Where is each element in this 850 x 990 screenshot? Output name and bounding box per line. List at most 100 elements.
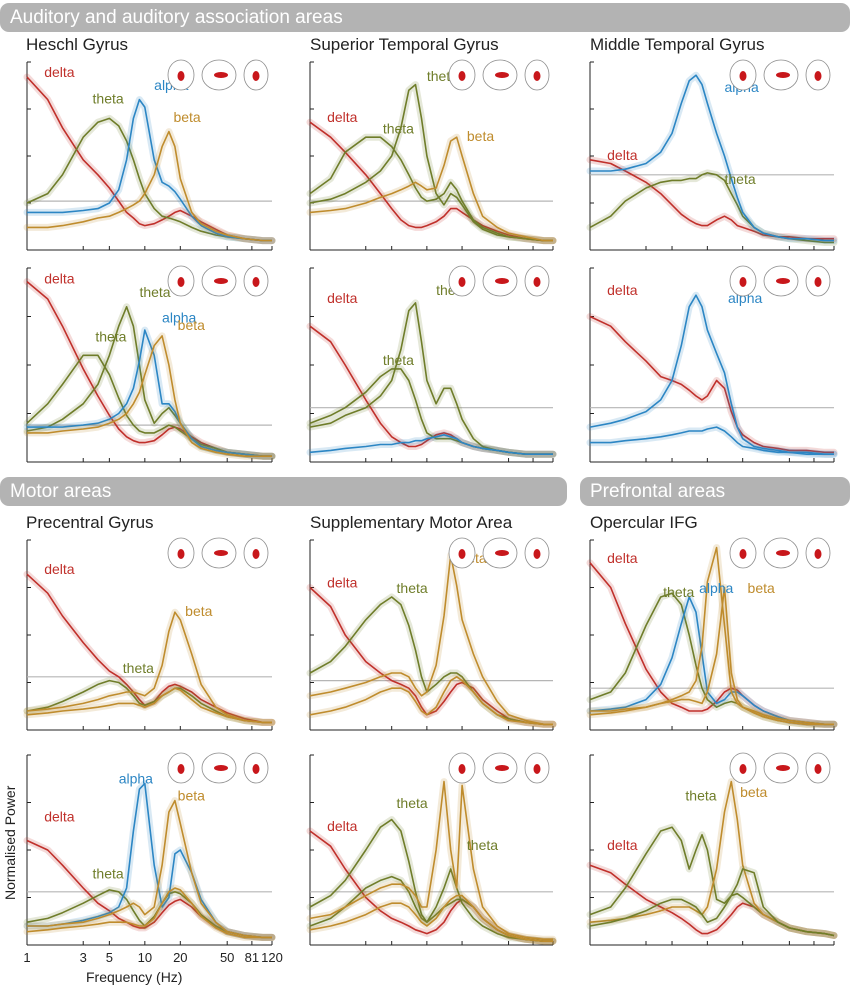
- brain-region-mark: [739, 764, 747, 774]
- series-label-beta: beta: [740, 784, 767, 800]
- brain-region-mark: [458, 277, 466, 287]
- brain-region-mark: [252, 764, 260, 774]
- series-label-beta: beta: [185, 603, 212, 619]
- brain-region-mark: [776, 72, 790, 78]
- section-header-auditory: Auditory and auditory association areas: [0, 3, 850, 32]
- series-beta-line: [309, 780, 553, 941]
- panel-10: delta theta theta: [306, 752, 557, 946]
- series-beta-line: [27, 130, 272, 242]
- x-tick-label: 10: [137, 950, 153, 965]
- brain-region-mark: [533, 764, 541, 774]
- series-theta-band: [306, 81, 557, 245]
- series-label-alpha: alpha: [699, 580, 733, 596]
- brain-region-mark: [214, 765, 228, 771]
- series-label-theta: theta: [725, 171, 756, 187]
- series-delta-line: [309, 586, 553, 726]
- brain-region-mark: [177, 71, 185, 81]
- brain-region-mark: [177, 764, 185, 774]
- x-axis-title: Frequency (Hz): [86, 969, 183, 985]
- series-beta-line: [309, 554, 553, 726]
- brain-region-mark: [814, 71, 822, 81]
- brain-region-mark: [177, 549, 185, 559]
- brain-region-mark: [495, 550, 509, 556]
- panel-title-superior-temporal-gyrus: Superior Temporal Gyrus: [310, 35, 499, 54]
- series-label-delta: delta: [607, 147, 638, 163]
- panel-title-middle-temporal-gyrus: Middle Temporal Gyrus: [590, 35, 765, 54]
- brain-insets-4: [448, 265, 550, 297]
- brain-region-mark: [776, 550, 790, 556]
- series-alpha-line: [589, 294, 834, 455]
- section-header-motor: Motor areas: [0, 477, 567, 506]
- series-theta-line: [309, 868, 553, 942]
- section-header-prefrontal: Prefrontal areas: [580, 477, 850, 506]
- brain-insets-9: [167, 752, 269, 784]
- brain-region-mark: [495, 765, 509, 771]
- series-label-delta: delta: [607, 282, 638, 298]
- brain-region-mark: [252, 71, 260, 81]
- brain-region-mark: [458, 71, 466, 81]
- brain-region-mark: [814, 764, 822, 774]
- series-label-delta: delta: [44, 561, 75, 577]
- series-label-delta: delta: [327, 290, 358, 306]
- brain-region-mark: [814, 277, 822, 287]
- series-beta-line: [309, 894, 553, 942]
- series-beta-line: [27, 799, 272, 939]
- series-label-delta: delta: [327, 109, 358, 125]
- series-label-theta: theta: [139, 284, 170, 300]
- series-theta-line: [26, 679, 272, 724]
- brain-region-mark: [776, 278, 790, 284]
- brain-region-mark: [776, 765, 790, 771]
- brain-region-mark: [533, 71, 541, 81]
- series-label-theta: theta: [397, 795, 428, 811]
- panel-title-heschl-gyrus: Heschl Gyrus: [26, 35, 129, 54]
- brain-region-mark: [533, 277, 541, 287]
- series-alpha-line: [27, 329, 272, 457]
- brain-region-mark: [214, 72, 228, 78]
- panel-8: delta theta alpha beta: [586, 537, 838, 731]
- series-theta-band: [586, 169, 838, 246]
- brain-insets-3: [167, 265, 269, 297]
- series-beta-line: [26, 887, 272, 939]
- panel-5: delta alpha: [586, 265, 838, 463]
- series-label-beta: beta: [748, 580, 775, 596]
- series-alpha-line: [309, 434, 553, 455]
- series-label-theta: theta: [383, 120, 414, 136]
- series-label-beta: beta: [467, 128, 494, 144]
- brain-region-mark: [495, 278, 509, 284]
- series-theta-line: [589, 868, 835, 937]
- series-beta-line: [26, 611, 272, 724]
- series-beta-line: [26, 687, 272, 724]
- panel-9: delta theta alpha beta: [23, 752, 276, 946]
- x-tick-label: 3: [79, 950, 87, 965]
- series-label-delta: delta: [44, 64, 75, 80]
- series-alpha-line: [590, 426, 834, 455]
- series-label-beta: beta: [173, 109, 200, 125]
- brain-region-mark: [252, 549, 260, 559]
- series-label-theta: theta: [93, 866, 124, 882]
- series-delta-line: [589, 315, 834, 454]
- series-beta-line: [309, 136, 553, 242]
- series-delta-line: [309, 121, 553, 242]
- series-label-alpha: alpha: [119, 771, 153, 787]
- y-axis-title: Normalised Power: [2, 785, 18, 900]
- panel-2: deltaalphatheta: [586, 59, 838, 251]
- x-tick-label: 120: [261, 950, 283, 965]
- brain-region-mark: [739, 71, 747, 81]
- panel-6: delta theta beta: [23, 537, 276, 731]
- brain-region-mark: [458, 764, 466, 774]
- series-label-delta: delta: [607, 550, 638, 566]
- x-tick-label: 20: [173, 950, 188, 965]
- series-label-theta: theta: [383, 352, 414, 368]
- series-theta-line: [26, 889, 272, 939]
- series-delta-band: [23, 73, 276, 245]
- panel-11: delta theta beta: [586, 752, 838, 946]
- brain-region-mark: [458, 549, 466, 559]
- series-theta-line: [309, 136, 553, 242]
- series-label-delta: delta: [327, 818, 358, 834]
- brain-insets-0: [167, 59, 269, 91]
- series-label-delta: delta: [327, 575, 358, 591]
- series-label-theta: theta: [467, 837, 498, 853]
